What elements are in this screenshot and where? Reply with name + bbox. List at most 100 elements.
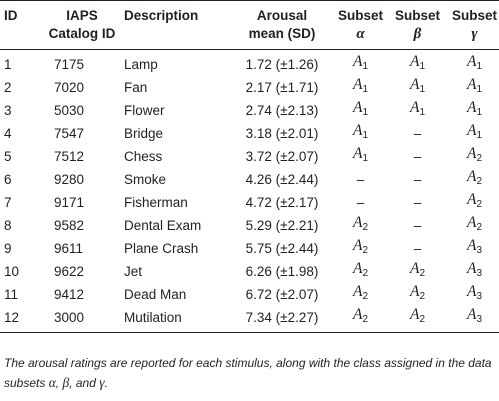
cell-subset-gamma: A2 bbox=[466, 145, 483, 164]
cell-arousal: 1.72 (±1.26) bbox=[245, 56, 319, 72]
cell-description: Dental Exam bbox=[124, 217, 202, 233]
cell-arousal: 3.72 (±2.07) bbox=[245, 148, 319, 164]
cell-subset-beta: – bbox=[413, 240, 422, 256]
cell-catalog-id: 7547 bbox=[54, 125, 85, 141]
cell-catalog-id: 9622 bbox=[54, 263, 85, 279]
table-row: 2 7020 Fan 2.17 (±1.71) A1 A1 A1 bbox=[0, 76, 499, 99]
cell-description: Smoke bbox=[124, 171, 167, 187]
cell-subset-gamma: A1 bbox=[466, 99, 483, 118]
cell-description: Bridge bbox=[124, 125, 164, 141]
cell-arousal: 4.26 (±2.44) bbox=[245, 171, 319, 187]
header-arousal-line1: Arousal bbox=[256, 8, 308, 23]
cell-id: 11 bbox=[4, 286, 19, 302]
caption-text: The arousal ratings are reported for eac… bbox=[4, 356, 492, 390]
cell-description: Fisherman bbox=[124, 194, 188, 210]
header-subset-label: Subset bbox=[337, 8, 383, 23]
cell-subset-gamma: A2 bbox=[466, 214, 483, 233]
header-catalog-line1: IAPS bbox=[66, 8, 98, 23]
cell-subset-beta: A1 bbox=[409, 99, 426, 118]
cell-description: Fan bbox=[124, 79, 148, 95]
cell-subset-beta: A2 bbox=[409, 283, 426, 302]
cell-subset-gamma: A3 bbox=[466, 260, 483, 279]
header-subset-alpha: Subset α bbox=[332, 1, 389, 50]
cell-catalog-id: 7175 bbox=[54, 56, 85, 72]
cell-subset-alpha: A2 bbox=[352, 237, 369, 256]
cell-subset-beta: – bbox=[413, 217, 422, 233]
cell-arousal: 5.29 (±2.21) bbox=[245, 217, 319, 233]
cell-catalog-id: 7512 bbox=[54, 148, 85, 164]
caption-alpha: α bbox=[48, 375, 56, 390]
table-row: 3 5030 Flower 2.74 (±2.13) A1 A1 A1 bbox=[0, 99, 499, 122]
cell-subset-beta: A2 bbox=[409, 260, 426, 279]
cell-subset-beta: A1 bbox=[409, 53, 426, 72]
caption-gamma: γ bbox=[99, 375, 105, 390]
header-id: ID bbox=[4, 8, 18, 23]
header-gamma-symbol: γ bbox=[471, 26, 478, 42]
cell-subset-gamma: A1 bbox=[466, 76, 483, 95]
table-row: 11 9412 Dead Man 6.72 (±2.07) A2 A2 A3 bbox=[0, 283, 499, 306]
cell-catalog-id: 9171 bbox=[54, 194, 85, 210]
cell-subset-beta: – bbox=[413, 194, 422, 210]
cell-subset-alpha: A2 bbox=[352, 306, 369, 325]
cell-catalog-id: 9412 bbox=[54, 286, 85, 302]
stimuli-table: ID IAPS Catalog ID Description Arousal m… bbox=[0, 0, 499, 333]
cell-catalog-id: 9280 bbox=[54, 171, 85, 187]
cell-id: 3 bbox=[4, 102, 12, 118]
cell-arousal: 4.72 (±2.17) bbox=[245, 194, 319, 210]
header-catalog-id: IAPS Catalog ID bbox=[40, 1, 124, 50]
cell-id: 12 bbox=[4, 309, 20, 325]
header-subset-gamma: Subset γ bbox=[446, 1, 499, 50]
cell-subset-alpha: A2 bbox=[352, 214, 369, 233]
cell-subset-gamma: A2 bbox=[466, 191, 483, 210]
header-description: Description bbox=[124, 8, 199, 23]
cell-subset-beta: A1 bbox=[409, 76, 426, 95]
cell-subset-beta: – bbox=[413, 125, 422, 141]
header-beta-symbol: β bbox=[413, 26, 422, 42]
cell-subset-gamma: A1 bbox=[466, 122, 483, 141]
cell-subset-alpha: A2 bbox=[352, 283, 369, 302]
caption-sep: , bbox=[55, 376, 63, 390]
cell-description: Plane Crash bbox=[124, 240, 199, 256]
cell-arousal: 2.17 (±1.71) bbox=[245, 79, 319, 95]
table-row: 1 7175 Lamp 1.72 (±1.26) A1 A1 A1 bbox=[0, 50, 499, 77]
cell-subset-alpha: A1 bbox=[352, 53, 369, 72]
cell-id: 2 bbox=[4, 79, 12, 95]
cell-subset-alpha: A2 bbox=[352, 260, 369, 279]
cell-subset-gamma: A3 bbox=[466, 237, 483, 256]
caption-beta: β bbox=[62, 375, 70, 390]
cell-arousal: 6.26 (±1.98) bbox=[245, 263, 319, 279]
table-row: 4 7547 Bridge 3.18 (±2.01) A1 – A1 bbox=[0, 122, 499, 145]
cell-arousal: 2.74 (±2.13) bbox=[245, 102, 319, 118]
table-container: ID IAPS Catalog ID Description Arousal m… bbox=[0, 0, 499, 333]
cell-arousal: 6.72 (±2.07) bbox=[245, 286, 319, 302]
caption-end: . bbox=[104, 376, 108, 390]
cell-subset-gamma: A3 bbox=[466, 283, 483, 302]
cell-description: Chess bbox=[124, 148, 163, 164]
cell-arousal: 7.34 (±2.27) bbox=[245, 309, 319, 325]
caption-sep: , and bbox=[69, 376, 100, 390]
cell-subset-gamma: A3 bbox=[466, 306, 483, 325]
table-caption: The arousal ratings are reported for eac… bbox=[4, 354, 496, 393]
cell-catalog-id: 5030 bbox=[54, 102, 85, 118]
cell-description: Flower bbox=[124, 102, 165, 118]
cell-id: 8 bbox=[4, 217, 12, 233]
cell-subset-alpha: A1 bbox=[352, 122, 369, 141]
cell-description: Mutilation bbox=[124, 309, 182, 325]
cell-catalog-id: 9582 bbox=[54, 217, 85, 233]
header-subset-label: Subset bbox=[451, 8, 497, 23]
cell-subset-beta: – bbox=[413, 171, 422, 187]
cell-id: 10 bbox=[4, 263, 20, 279]
cell-subset-alpha: – bbox=[356, 171, 365, 187]
cell-subset-alpha: A1 bbox=[352, 145, 369, 164]
cell-id: 6 bbox=[4, 171, 12, 187]
cell-subset-gamma: A1 bbox=[466, 53, 483, 72]
cell-subset-alpha: A1 bbox=[352, 99, 369, 118]
cell-description: Lamp bbox=[124, 56, 158, 72]
cell-arousal: 5.75 (±2.44) bbox=[245, 240, 319, 256]
cell-subset-alpha: A1 bbox=[352, 76, 369, 95]
cell-description: Dead Man bbox=[124, 286, 187, 302]
table-row: 6 9280 Smoke 4.26 (±2.44) – – A2 bbox=[0, 168, 499, 191]
cell-description: Jet bbox=[124, 263, 143, 279]
header-alpha-symbol: α bbox=[356, 26, 365, 42]
table-row: 12 3000 Mutilation 7.34 (±2.27) A2 A2 A3 bbox=[0, 306, 499, 333]
